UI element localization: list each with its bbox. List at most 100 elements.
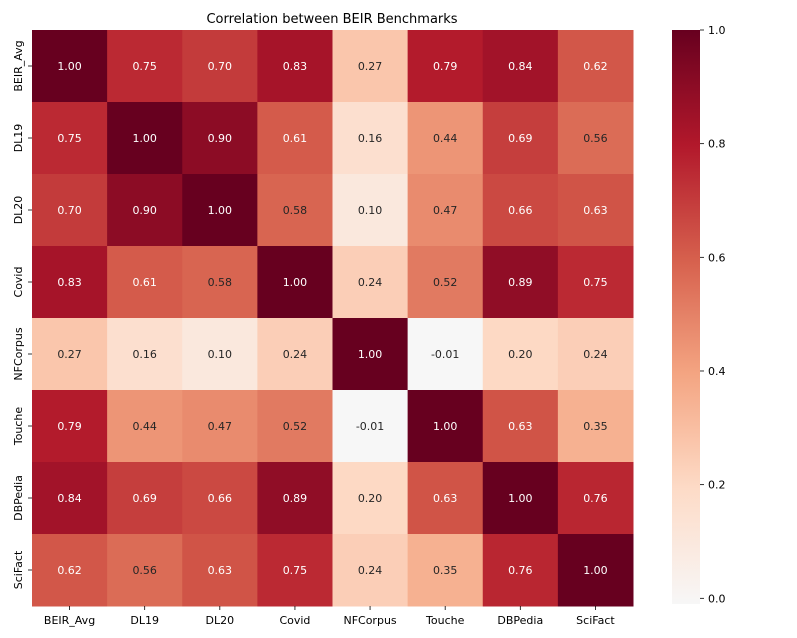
cell-value-label: 1.00 [132, 132, 157, 145]
heatmap-cell [32, 390, 108, 463]
cell-value-label: 1.00 [57, 60, 82, 73]
heatmap-cell [407, 318, 484, 391]
colorbar-tick-label: 0.2 [708, 479, 726, 492]
heatmap-cell [182, 30, 258, 103]
cell-value-label: 0.52 [283, 420, 308, 433]
heatmap-cell [482, 30, 559, 103]
cell-value-label: 0.24 [358, 564, 383, 577]
colorbar: 0.0 0.2 0.4 0.6 0.8 1.0 [672, 24, 726, 605]
heatmap-cell [32, 246, 108, 319]
cell-value-label: 1.00 [583, 564, 608, 577]
cell-value-label: 0.44 [132, 420, 157, 433]
cell-value-label: 0.44 [433, 132, 458, 145]
heatmap-cell [407, 534, 484, 607]
cell-value-label: 0.47 [208, 420, 233, 433]
x-tick-label: DL19 [130, 614, 159, 627]
y-tick-label: NFCorpus [12, 327, 25, 380]
heatmap-cell [332, 534, 409, 607]
heatmap-cell [332, 462, 409, 535]
cell-value-label: 0.76 [583, 492, 608, 505]
colorbar-gradient [672, 30, 700, 604]
cell-value-label: 0.70 [57, 204, 82, 217]
chart-title: Correlation between BEIR Benchmarks [206, 12, 457, 27]
heatmap-cell [257, 462, 333, 535]
heatmap-cell [107, 246, 183, 319]
cell-value-label: 0.35 [583, 420, 608, 433]
cell-value-label: 0.66 [508, 204, 533, 217]
heatmap-cell [557, 390, 634, 463]
heatmap-cell [32, 174, 108, 247]
colorbar-tick-label: 0.4 [708, 365, 726, 378]
x-tick-label: NFCorpus [343, 614, 396, 627]
cell-value-label: 0.90 [208, 132, 233, 145]
heatmap-cell [407, 462, 484, 535]
cell-value-label: 0.63 [208, 564, 233, 577]
heatmap-cell [332, 30, 409, 103]
heatmap-cell [107, 462, 183, 535]
heatmap-cell [482, 318, 559, 391]
heatmap-cell [557, 246, 634, 319]
cell-value-label: 0.90 [132, 204, 157, 217]
cell-value-label: 0.89 [283, 492, 308, 505]
x-tick-label: Touche [425, 614, 465, 627]
x-tick-label: BEIR_Avg [44, 614, 95, 627]
heatmap-cell [182, 318, 258, 391]
y-tick-label: BEIR_Avg [12, 40, 25, 91]
heatmap-cell [182, 390, 258, 463]
heatmap-cell [182, 174, 258, 247]
heatmap-cell [482, 390, 559, 463]
heatmap-cell [482, 102, 559, 175]
cell-value-label: 0.58 [283, 204, 308, 217]
cell-value-label: 0.75 [132, 60, 157, 73]
heatmap-cell [407, 30, 484, 103]
heatmap-cell [182, 246, 258, 319]
cell-value-label: 0.27 [57, 348, 82, 361]
heatmap-cell [32, 534, 108, 607]
cell-value-label: 1.00 [283, 276, 308, 289]
x-tick-label: DBPedia [497, 614, 543, 627]
cell-value-label: 0.58 [208, 276, 233, 289]
heatmap-cell [482, 174, 559, 247]
cell-value-label: 0.79 [57, 420, 82, 433]
colorbar-tick-label: 1.0 [708, 24, 726, 37]
heatmap-cell [107, 174, 183, 247]
x-tick-label: SciFact [576, 614, 615, 627]
heatmap-cell [557, 462, 634, 535]
cell-value-label: 0.75 [283, 564, 308, 577]
heatmap-cell [182, 462, 258, 535]
heatmap-cells: 1.00 0.75 0.70 0.83 0.27 0.79 0.84 0.62 0.75 1.00… [32, 30, 634, 607]
heatmap-cell [482, 462, 559, 535]
cell-value-label: 0.89 [508, 276, 533, 289]
y-tick-label: Touche [12, 407, 25, 447]
heatmap-cell [557, 174, 634, 247]
cell-value-label: 0.10 [208, 348, 233, 361]
cell-value-label: 0.79 [433, 60, 458, 73]
heatmap-cell [257, 534, 333, 607]
cell-value-label: 0.69 [508, 132, 533, 145]
y-tick-label: DL19 [12, 124, 25, 153]
heatmap-cell [257, 390, 333, 463]
heatmap-cell [557, 102, 634, 175]
cell-value-label: 0.63 [433, 492, 458, 505]
y-axis-ticks: BEIR_Avg DL19 DL20 Covid NFCorpus Touche DBPed… [12, 40, 32, 589]
colorbar-tick-label: 0.8 [708, 138, 726, 151]
heatmap-cell [107, 390, 183, 463]
cell-value-label: 0.70 [208, 60, 233, 73]
cell-value-label: 0.61 [283, 132, 308, 145]
heatmap-cell [182, 534, 258, 607]
cell-value-label: 0.75 [583, 276, 608, 289]
heatmap-cell [482, 534, 559, 607]
cell-value-label: 0.56 [583, 132, 608, 145]
cell-value-label: 0.24 [583, 348, 608, 361]
cell-value-label: 0.62 [57, 564, 82, 577]
cell-value-label: 0.16 [132, 348, 157, 361]
cell-value-label: 0.61 [132, 276, 157, 289]
cell-value-label: 0.63 [583, 204, 608, 217]
heatmap-cell [32, 462, 108, 535]
cell-value-label: 0.83 [283, 60, 308, 73]
cell-value-label: 0.20 [508, 348, 533, 361]
heatmap-cell [32, 102, 108, 175]
heatmap-cell [257, 174, 333, 247]
x-axis-ticks: BEIR_Avg DL19 DL20 Covid NFCorpus Touche DBPed… [44, 606, 615, 627]
